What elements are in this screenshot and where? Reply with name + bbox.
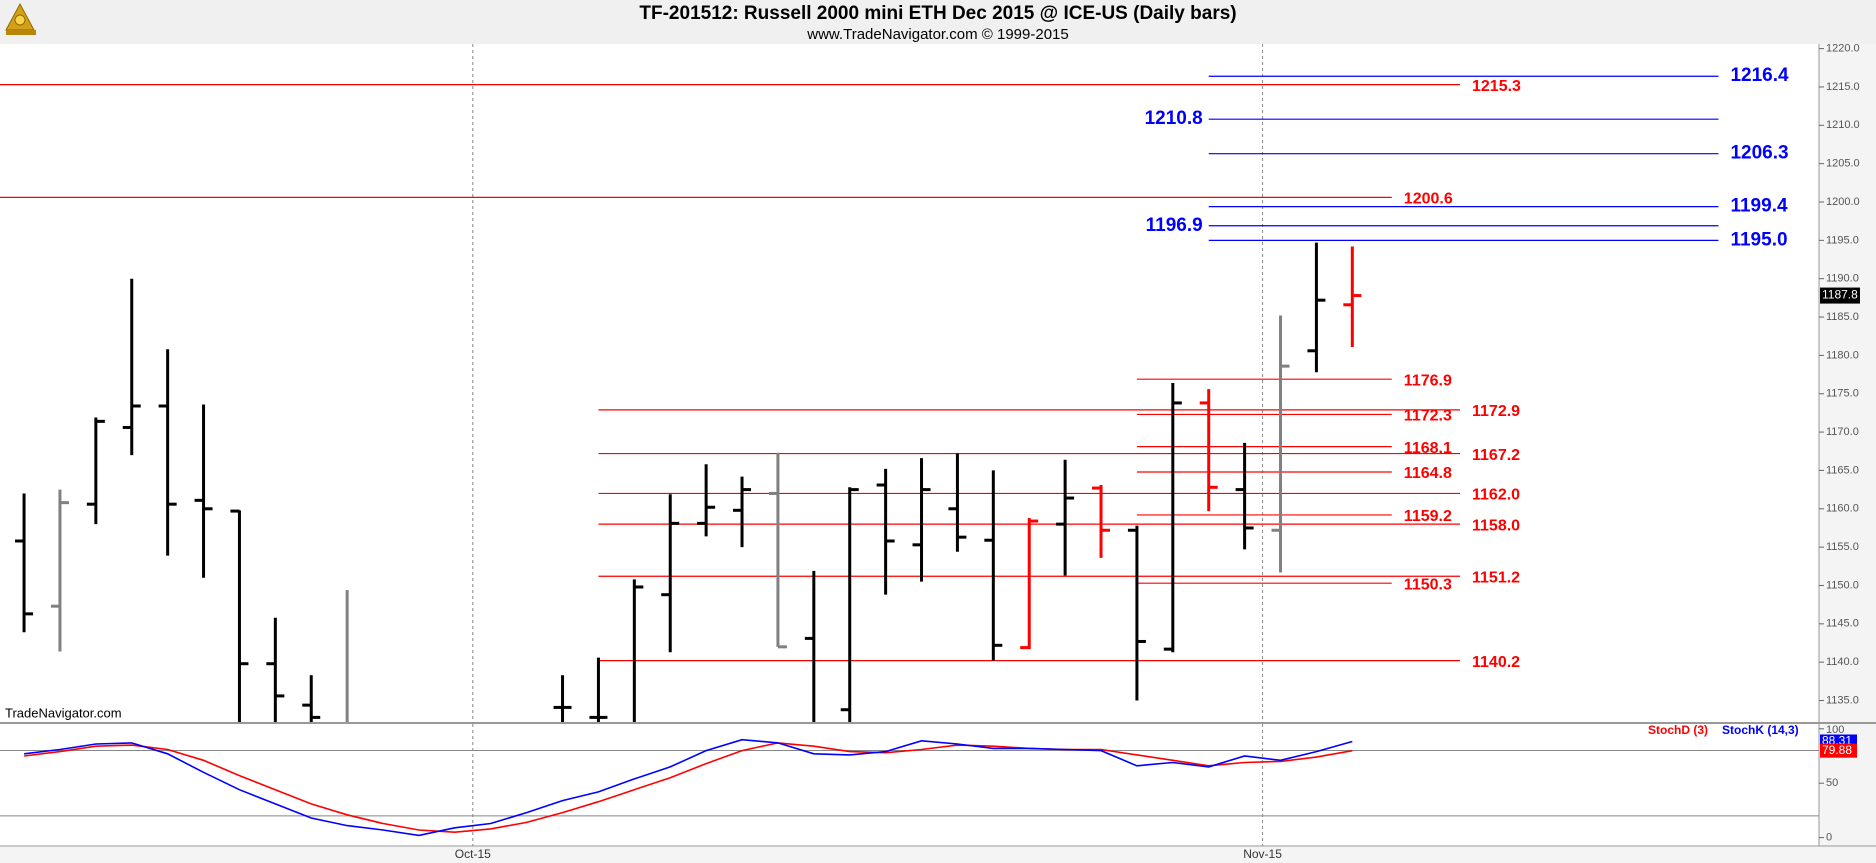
legend-entry: StochD (3) [1648,723,1708,737]
level-label: 1206.3 [1730,143,1788,164]
y-tick-label: 1180.0 [1826,349,1859,361]
level-label: 1151.2 [1472,569,1520,586]
level-label: 1162.0 [1472,487,1520,504]
y-tick-label: 1160.0 [1826,503,1859,515]
stoch-line [24,738,1353,837]
y-tick-label: 1135.0 [1826,694,1859,706]
legend-entry: StochK (14,3) [1722,723,1799,737]
y-tick-label: 1190.0 [1826,273,1859,285]
level-label: 1199.4 [1730,196,1787,217]
level-label: 1158.0 [1472,517,1520,534]
y-tick-label: 1220.0 [1826,43,1860,55]
x-tick-label: Nov-15 [1243,847,1282,861]
y-tick-label: 1200.0 [1826,196,1860,208]
y-tick-label: 1150.0 [1826,579,1859,591]
y-tick-label: 1175.0 [1826,388,1859,400]
logo [5,2,36,35]
last-price: 1187.8 [1822,288,1858,302]
last-price-box [1820,287,1860,304]
y-tick-label: 50 [1826,777,1838,789]
watermark: TradeNavigator.com [5,705,122,720]
y-tick-label: 1170.0 [1826,426,1859,438]
y-tick-label: 1140.0 [1826,656,1859,668]
level-label: 1164.8 [1404,465,1452,482]
y-tick-label: 100 [1826,724,1844,736]
header-band [0,0,1876,44]
y-tick-label: 1185.0 [1826,311,1859,323]
level-label: 1210.8 [1145,108,1203,129]
level-label: 1172.3 [1404,408,1452,425]
level-label: 1167.2 [1472,447,1520,464]
y-tick-label: 1215.0 [1826,81,1860,93]
level-label: 1172.9 [1472,403,1520,420]
chart-title: TF-201512: Russell 2000 mini ETH Dec 201… [639,3,1236,24]
stoch-line [24,742,1353,834]
level-label: 1140.2 [1472,654,1520,671]
level-label: 1196.9 [1146,215,1203,236]
level-label: 1195.0 [1730,229,1787,250]
date-band [0,846,1819,863]
y-tick-label: 1155.0 [1826,541,1859,553]
x-tick-label: Oct-15 [455,847,491,861]
axis-band [1819,44,1876,863]
level-label: 1159.2 [1404,508,1452,525]
y-tick-label: 1165.0 [1826,464,1859,476]
level-label: 1215.3 [1472,78,1521,95]
price-plot: 1215.3 1200.6 1176.9 1172.9 1172.3 1168.1 1167… [0,44,1789,722]
last-value-box [1820,743,1857,758]
y-tick-label: 1145.0 [1826,618,1859,630]
y-tick-label: 0 [1826,832,1832,844]
level-label: 1200.6 [1404,191,1453,208]
level-label: 1150.3 [1404,576,1452,593]
level-label: 1168.1 [1404,440,1452,457]
y-tick-label: 1210.0 [1826,119,1860,131]
last-value: 79.88 [1822,743,1852,757]
level-label: 1216.4 [1730,65,1789,86]
y-tick-label: 1195.0 [1826,234,1859,246]
chart-subtitle: www.TradeNavigator.com © 1999-2015 [806,26,1068,43]
level-label: 1176.9 [1404,372,1452,389]
y-tick-label: 1205.0 [1826,158,1860,170]
